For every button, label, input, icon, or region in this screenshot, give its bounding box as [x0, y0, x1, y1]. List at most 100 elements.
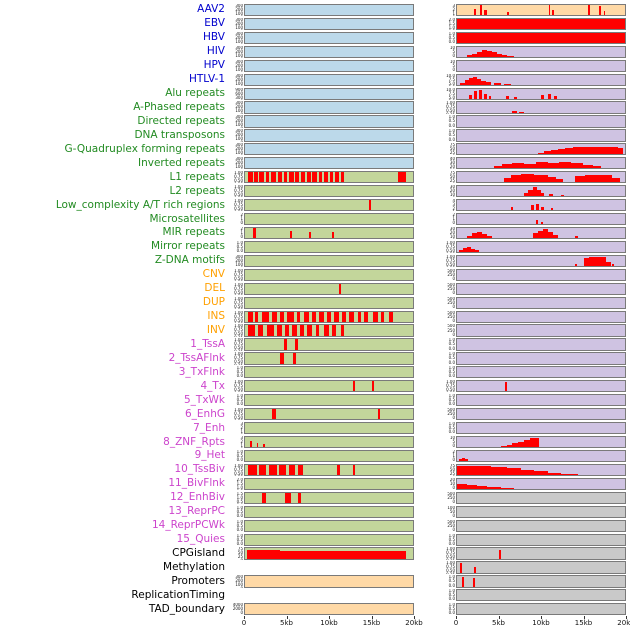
y-axis-ticks-left: 1.0 0.5 0.0	[228, 241, 244, 253]
track-row: Alu repeats9006003000 10.07.55.02.50.0	[0, 87, 630, 101]
x-tick-label: 5kb	[280, 619, 293, 628]
y-tick-label: 0.0	[448, 540, 455, 546]
signal-mark	[349, 311, 355, 322]
y-tick-label: 1.00	[446, 101, 455, 106]
y-tick-label: 250	[447, 285, 455, 291]
y-tick-label: 1.00	[234, 380, 243, 385]
track-panel-left	[244, 296, 414, 309]
signal-mark	[552, 234, 558, 239]
y-tick-label: 0.75	[446, 383, 455, 389]
y-tick-label: 75	[449, 143, 455, 148]
signal-mark	[571, 163, 583, 169]
y-tick-label: 0	[452, 331, 455, 337]
signal-mark	[329, 172, 334, 183]
signal-mark	[467, 485, 478, 489]
y-tick-label: 0.5	[448, 132, 455, 138]
y-tick-label: 0.5	[448, 606, 455, 612]
y-tick-label: 0	[452, 52, 455, 58]
signal-mark	[504, 382, 508, 392]
signal-mark	[519, 111, 525, 113]
y-tick-label: 1.0	[448, 24, 455, 30]
signal-mark	[457, 32, 625, 43]
y-tick-label: 100	[235, 10, 243, 16]
y-axis-ticks-right: 2.01.51.00.50.0	[440, 18, 456, 30]
signal-mark	[551, 9, 554, 16]
signal-mark	[514, 96, 517, 99]
y-tick-label: 300	[235, 157, 243, 162]
signal-mark	[285, 492, 292, 503]
y-tick-label: 2	[240, 438, 243, 444]
y-axis-ticks-right: 7550250	[440, 464, 456, 476]
signal-mark	[462, 248, 468, 252]
track-label: Promoters	[171, 574, 225, 587]
y-tick-label: 250	[447, 271, 455, 277]
y-tick-label: 200	[235, 146, 243, 152]
signal-mark	[564, 147, 573, 155]
y-tick-label: 0.75	[234, 313, 243, 319]
y-axis-ticks-right: 500 250 0	[440, 311, 456, 323]
signal-mark	[397, 172, 407, 183]
y-tick-label: 1.00	[446, 547, 455, 552]
x-tick-mark	[244, 616, 245, 619]
y-tick-label: 300	[235, 115, 243, 120]
y-tick-label: 300	[235, 143, 243, 148]
y-tick-label: 0.75	[234, 271, 243, 277]
y-axis-ticks-right: 1.0 0.5 0.0	[440, 338, 456, 350]
signal-mark	[500, 488, 515, 489]
signal-mark	[255, 311, 259, 322]
y-axis-ticks-right: 3020100	[440, 185, 456, 197]
y-tick-label: 1.00	[234, 463, 243, 468]
y-axis-ticks-left: 2.01.51.00.50.0	[228, 478, 244, 490]
signal-mark	[512, 443, 519, 448]
y-tick-label: 10	[449, 233, 455, 239]
y-axis-ticks-left: 3002001000	[228, 575, 244, 587]
signal-mark	[604, 11, 606, 16]
signal-mark	[300, 325, 304, 336]
y-tick-label: 0.50	[234, 415, 243, 421]
y-tick-label: 1	[240, 229, 243, 235]
y-axis-ticks-right: 1.0 0.5 0.0	[440, 422, 456, 434]
track-label: 4_Tx	[200, 379, 225, 392]
track-panel-left	[244, 268, 414, 281]
signal-mark	[588, 5, 590, 16]
signal-mark	[524, 440, 531, 448]
y-tick-label: 0.5	[236, 508, 243, 514]
y-tick-label: 0	[452, 317, 455, 323]
track-row: 9_Het 1.0 0.5 0.0 2 1 0	[0, 449, 630, 463]
signal-mark	[597, 256, 606, 266]
y-tick-label: 0.0	[448, 610, 455, 616]
y-tick-label: 0.75	[234, 341, 243, 347]
track-label: L1 repeats	[169, 170, 225, 183]
y-axis-ticks-right: 500 250 0	[440, 492, 456, 504]
y-tick-label: 100	[235, 164, 243, 170]
signal-mark	[307, 172, 311, 183]
signal-mark	[557, 148, 565, 155]
y-tick-label: 300	[235, 575, 243, 580]
track-panel-left	[244, 101, 414, 114]
track-panel-left	[244, 561, 414, 573]
y-tick-label: 300	[235, 73, 243, 78]
y-tick-label: 0.0	[448, 596, 455, 602]
track-label: HBV	[203, 31, 225, 44]
y-tick-label: 200	[235, 132, 243, 138]
y-axis-ticks-right: 10 5 0	[440, 60, 456, 72]
signal-mark	[544, 151, 552, 155]
y-tick-label: 250	[447, 299, 455, 305]
signal-mark	[507, 12, 509, 16]
signal-mark	[458, 458, 463, 462]
track-row: DNA transposons3002001000 1.00.50.0	[0, 128, 630, 142]
y-tick-label: 1.0	[448, 394, 455, 399]
signal-mark	[248, 311, 254, 322]
track-label: 3_TxFlnk	[178, 365, 225, 378]
signal-mark	[512, 111, 518, 113]
signal-mark	[483, 10, 488, 16]
track-row: Inverted repeats3002001000403020100	[0, 156, 630, 170]
y-tick-label: 200	[235, 20, 243, 26]
signal-mark	[457, 18, 625, 29]
track-label: 11_BivFlnk	[168, 477, 225, 490]
